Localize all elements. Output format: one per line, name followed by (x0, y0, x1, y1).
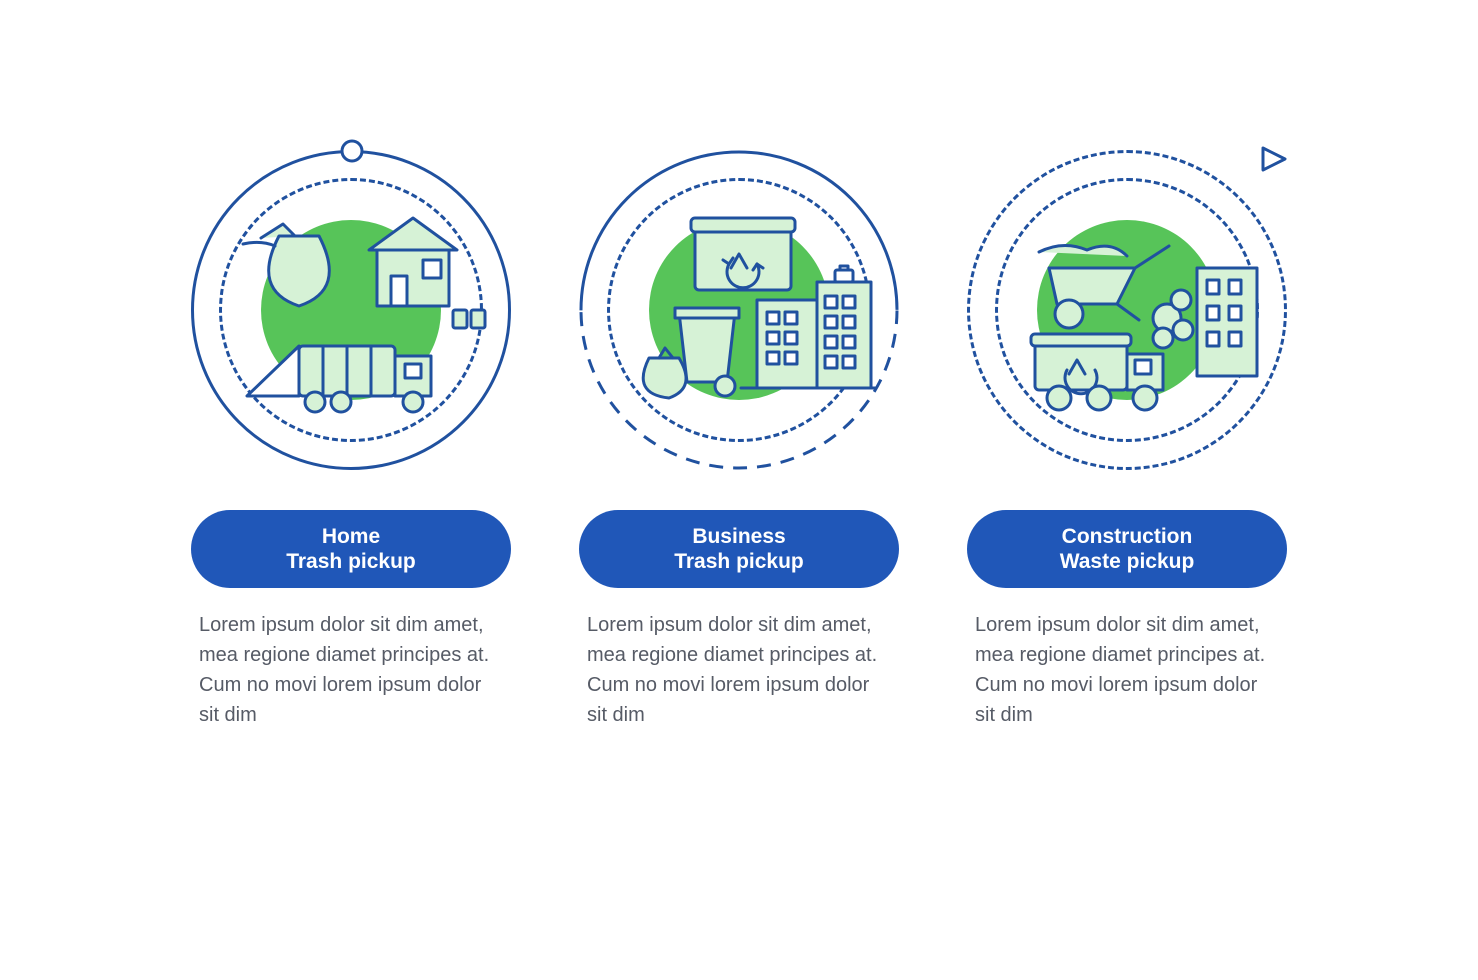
infographic-canvas: Home Trash pickup Business Trash pickup … (0, 0, 1478, 980)
circles-row (191, 150, 1287, 470)
business-trash-pickup-icon (579, 150, 899, 470)
pill-business: Business Trash pickup (579, 510, 899, 588)
pill-title-line2: Trash pickup (286, 549, 416, 574)
circle-home (191, 150, 511, 470)
circle-construction (967, 150, 1287, 470)
pill-title-line1: Home (322, 524, 380, 549)
pill-title-line1: Construction (1062, 524, 1193, 549)
desc-construction: Lorem ipsum dolor sit dim amet, mea regi… (967, 610, 1287, 730)
pill-home: Home Trash pickup (191, 510, 511, 588)
home-trash-pickup-icon (191, 150, 511, 470)
desc-home: Lorem ipsum dolor sit dim amet, mea regi… (191, 610, 511, 730)
pill-title-line2: Waste pickup (1060, 549, 1195, 574)
pill-construction: Construction Waste pickup (967, 510, 1287, 588)
construction-waste-pickup-icon (967, 150, 1287, 470)
pill-title-line2: Trash pickup (674, 549, 804, 574)
pill-title-line1: Business (692, 524, 785, 549)
pills-row: Home Trash pickup Business Trash pickup … (191, 510, 1287, 588)
desc-business: Lorem ipsum dolor sit dim amet, mea regi… (579, 610, 899, 730)
circle-business (579, 150, 899, 470)
descriptions-row: Lorem ipsum dolor sit dim amet, mea regi… (191, 610, 1287, 730)
